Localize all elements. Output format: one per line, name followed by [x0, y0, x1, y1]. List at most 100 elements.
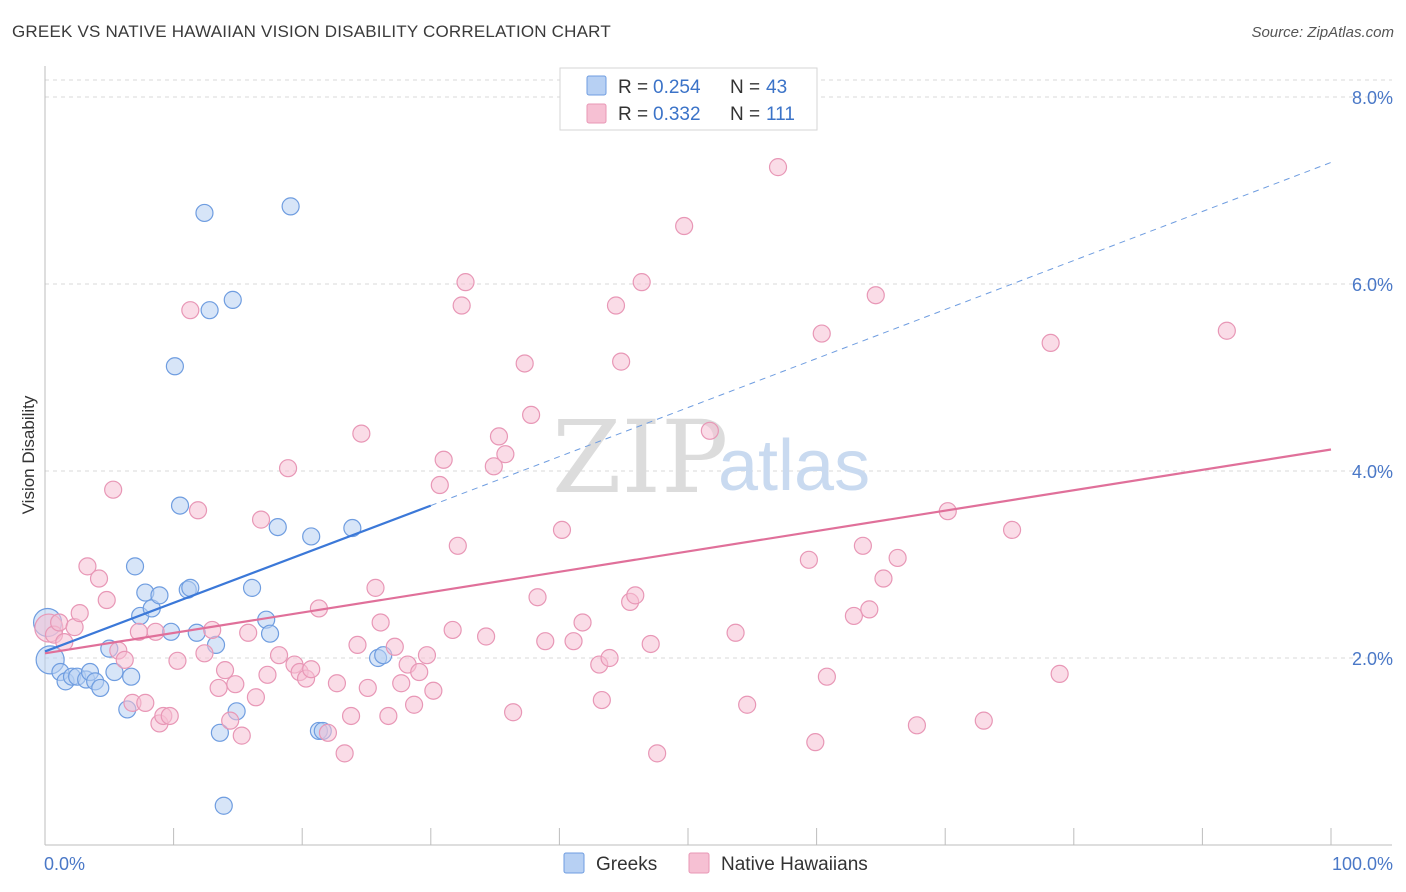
point-native-hawaiians-45 — [352, 424, 371, 443]
point-native-hawaiians-72 — [552, 520, 572, 540]
legend-n-label-native-hawaiians: N = — [730, 104, 760, 125]
point-native-hawaiians-68 — [515, 354, 534, 373]
legend-r-label-native-hawaiians: R = — [618, 104, 648, 125]
point-native-hawaiians-38 — [302, 660, 321, 679]
series-legend-label-greeks: Greeks — [596, 854, 657, 875]
point-native-hawaiians-91 — [806, 733, 825, 752]
y-tick-label-1: 4.0% — [1352, 462, 1393, 482]
point-native-hawaiians-71 — [536, 632, 555, 651]
point-native-hawaiians-90 — [799, 550, 818, 569]
point-greeks-36 — [281, 197, 300, 216]
y-tick-label-2: 6.0% — [1352, 275, 1393, 295]
point-native-hawaiians-29 — [239, 623, 258, 642]
point-native-hawaiians-76 — [592, 690, 611, 710]
series-legend-swatch-greeks — [563, 852, 585, 874]
point-native-hawaiians-48 — [371, 613, 390, 632]
point-native-hawaiians-55 — [417, 646, 437, 665]
x-tick-label-0: 0.0% — [44, 854, 85, 874]
trend-line-greeks — [44, 504, 432, 653]
y-tick-label-3: 8.0% — [1352, 88, 1393, 108]
point-greeks-13 — [122, 667, 141, 686]
series-legend-label-native-hawaiians: Native Hawaiians — [721, 854, 868, 875]
point-native-hawaiians-99 — [888, 548, 907, 568]
point-native-hawaiians-79 — [612, 352, 631, 371]
point-native-hawaiians-19 — [168, 651, 187, 670]
point-native-hawaiians-69 — [522, 405, 541, 424]
point-native-hawaiians-23 — [203, 620, 222, 640]
legend-n-label-greeks: N = — [730, 77, 760, 98]
point-greeks-11 — [105, 662, 124, 682]
point-native-hawaiians-33 — [269, 646, 289, 665]
point-native-hawaiians-81 — [626, 586, 645, 605]
point-native-hawaiians-43 — [341, 706, 361, 726]
point-greeks-25 — [195, 203, 214, 223]
point-native-hawaiians-51 — [392, 674, 411, 693]
watermark-zip: ZIP — [552, 399, 728, 516]
point-native-hawaiians-24 — [209, 678, 228, 698]
point-native-hawaiians-103 — [1002, 520, 1022, 540]
point-native-hawaiians-34 — [278, 459, 298, 478]
source-label: Source: ZipAtlas.com — [1251, 24, 1394, 41]
point-native-hawaiians-20 — [181, 301, 200, 320]
point-native-hawaiians-11 — [115, 650, 134, 669]
trend-line-greeks-extension — [430, 161, 1332, 507]
point-native-hawaiians-26 — [221, 711, 240, 730]
point-native-hawaiians-84 — [648, 744, 667, 763]
series-legend: Greeks Native Hawaiians — [563, 852, 868, 875]
point-greeks-30 — [223, 290, 242, 309]
point-greeks-35 — [268, 517, 287, 537]
y-tick-label-0: 2.0% — [1352, 649, 1393, 669]
point-native-hawaiians-78 — [606, 296, 626, 315]
point-native-hawaiians-62 — [452, 296, 471, 315]
point-native-hawaiians-30 — [246, 688, 266, 707]
point-native-hawaiians-47 — [366, 578, 385, 597]
point-native-hawaiians-94 — [844, 606, 863, 626]
point-greeks-21 — [170, 496, 190, 515]
point-greeks-14 — [125, 557, 145, 576]
point-native-hawaiians-92 — [812, 324, 831, 343]
point-native-hawaiians-58 — [434, 450, 453, 469]
y-axis-label: Vision Disability — [19, 395, 38, 514]
legend-r-value-native-hawaiians: 0.332 — [653, 104, 701, 125]
gridlines — [45, 79, 1392, 659]
point-greeks-40 — [343, 518, 362, 538]
point-native-hawaiians-70 — [528, 588, 547, 607]
point-native-hawaiians-104 — [1041, 333, 1060, 353]
legend-swatch-greeks — [586, 75, 607, 96]
point-native-hawaiians-42 — [335, 744, 354, 763]
point-native-hawaiians-22 — [195, 644, 214, 663]
point-native-hawaiians-102 — [974, 711, 993, 730]
point-native-hawaiians-50 — [385, 637, 404, 656]
point-native-hawaiians-59 — [443, 620, 462, 640]
point-native-hawaiians-73 — [564, 632, 583, 651]
point-native-hawaiians-77 — [600, 648, 619, 668]
point-native-hawaiians-63 — [476, 627, 496, 646]
point-native-hawaiians-65 — [489, 427, 509, 446]
point-native-hawaiians-60 — [448, 536, 467, 555]
point-native-hawaiians-21 — [188, 501, 208, 520]
point-native-hawaiians-28 — [232, 726, 251, 745]
point-native-hawaiians-105 — [1050, 664, 1069, 683]
point-native-hawaiians-9 — [104, 480, 123, 499]
point-native-hawaiians-61 — [456, 273, 475, 292]
point-native-hawaiians-74 — [573, 613, 592, 632]
point-greeks-24 — [187, 623, 206, 642]
point-native-hawaiians-82 — [632, 273, 651, 292]
point-native-hawaiians-27 — [226, 675, 245, 694]
point-native-hawaiians-57 — [430, 475, 449, 495]
point-native-hawaiians-67 — [504, 703, 523, 722]
point-native-hawaiians-66 — [496, 445, 515, 464]
point-native-hawaiians-97 — [866, 286, 885, 305]
legend-swatch-native-hawaiians — [586, 103, 607, 124]
point-native-hawaiians-53 — [404, 695, 424, 714]
point-native-hawaiians-6 — [78, 557, 97, 576]
legend: R = 0.254 N = 43 R = 0.332 N = 111 — [559, 67, 818, 131]
point-native-hawaiians-87 — [726, 623, 745, 642]
point-native-hawaiians-95 — [853, 536, 872, 555]
point-native-hawaiians-86 — [700, 421, 719, 440]
point-native-hawaiians-44 — [348, 635, 367, 655]
point-greeks-20 — [165, 357, 184, 376]
point-greeks-37 — [302, 527, 321, 546]
data-points — [32, 158, 1236, 815]
